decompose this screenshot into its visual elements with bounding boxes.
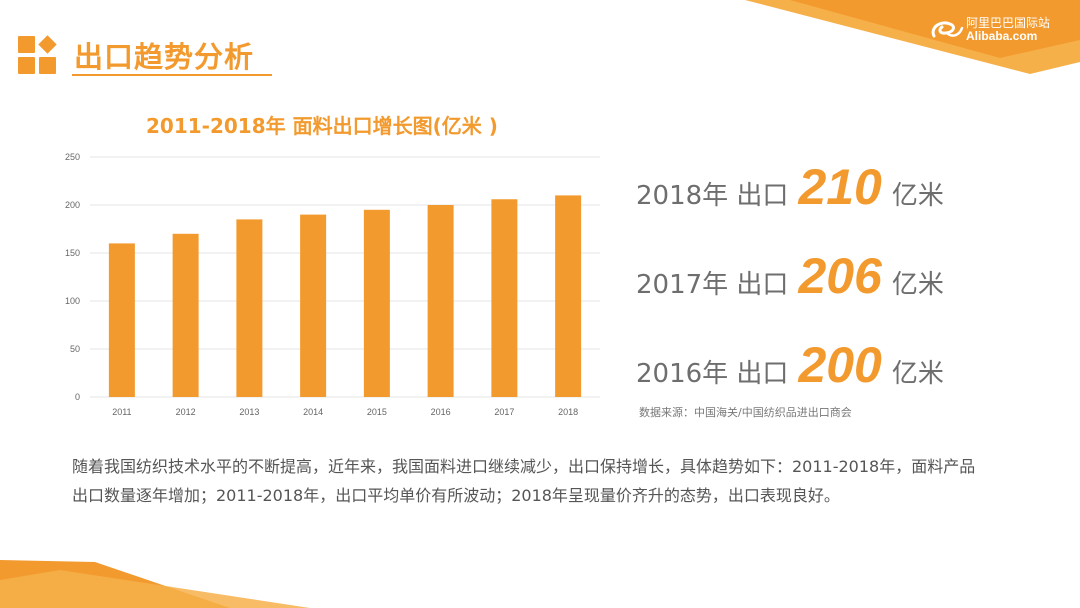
y-tick-label: 100 bbox=[65, 296, 80, 306]
x-tick-label: 2012 bbox=[176, 407, 196, 417]
section-squares-icon bbox=[18, 35, 58, 76]
bar-2014 bbox=[300, 214, 327, 397]
bar-2015 bbox=[363, 209, 390, 397]
alibaba-mark-icon bbox=[931, 21, 964, 38]
page-title: 出口趋势分析 bbox=[74, 40, 255, 74]
x-tick-label: 2016 bbox=[431, 407, 451, 417]
bar-2018 bbox=[555, 195, 582, 397]
x-tick-label: 2018 bbox=[558, 407, 578, 417]
alibaba-logo: 阿里巴巴国际站 Alibaba.com bbox=[928, 14, 1058, 48]
stat-2016: 2016年 出口 200 亿米 bbox=[636, 336, 944, 394]
stat-unit: 亿米 bbox=[891, 359, 944, 389]
chart-title: 2011-2018年 面料出口增长图(亿米 ) bbox=[146, 114, 498, 138]
bar-2012 bbox=[172, 233, 199, 397]
title-underline bbox=[72, 74, 272, 76]
y-tick-label: 50 bbox=[70, 344, 80, 354]
stat-value: 210 bbox=[798, 159, 882, 215]
y-tick-label: 250 bbox=[65, 152, 80, 162]
stat-label: 2016年 出口 bbox=[636, 359, 789, 389]
bar-2011 bbox=[108, 243, 135, 397]
stat-2017: 2017年 出口 206 亿米 bbox=[636, 247, 944, 305]
stat-2018: 2018年 出口 210 亿米 bbox=[636, 158, 944, 216]
brand-name-en: Alibaba.com bbox=[966, 29, 1038, 43]
stat-unit: 亿米 bbox=[891, 181, 944, 211]
x-tick-label: 2011 bbox=[112, 407, 131, 417]
bar-2016 bbox=[427, 205, 454, 397]
stat-value: 206 bbox=[798, 248, 882, 304]
stat-label: 2017年 出口 bbox=[636, 270, 789, 300]
x-tick-label: 2013 bbox=[239, 407, 259, 417]
x-tick-label: 2017 bbox=[494, 407, 514, 417]
stat-unit: 亿米 bbox=[891, 270, 944, 300]
stat-label: 2018年 出口 bbox=[636, 181, 789, 211]
summary-paragraph: 随着我国纺织技术水平的不断提高，近年来，我国面料进口继续减少，出口保持增长，具体… bbox=[72, 457, 976, 505]
stat-value: 200 bbox=[798, 337, 882, 393]
x-tick-label: 2014 bbox=[303, 407, 323, 417]
bar-2013 bbox=[236, 219, 263, 397]
data-source-note: 数据来源：中国海关/中国纺织品进出口商会 bbox=[639, 406, 852, 419]
y-tick-label: 200 bbox=[65, 200, 80, 210]
bar-2017 bbox=[491, 199, 518, 397]
x-tick-label: 2015 bbox=[367, 407, 387, 417]
y-tick-label: 150 bbox=[65, 248, 80, 258]
bar-chart: 0 50 100 150 200 250 2011 2012 2013 2014 2015 2016 2… bbox=[65, 152, 600, 417]
brand-name-cn: 阿里巴巴国际站 bbox=[966, 16, 1051, 30]
y-tick-label: 0 bbox=[75, 392, 80, 402]
